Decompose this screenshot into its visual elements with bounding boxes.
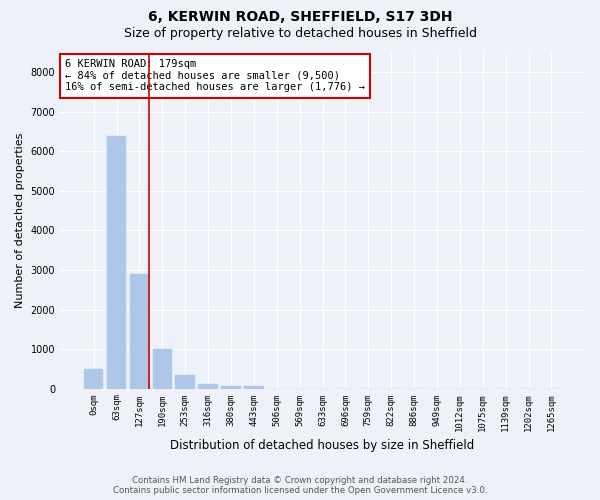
- Bar: [130, 274, 149, 388]
- Text: 6 KERWIN ROAD: 179sqm
← 84% of detached houses are smaller (9,500)
16% of semi-d: 6 KERWIN ROAD: 179sqm ← 84% of detached …: [65, 59, 365, 92]
- Bar: [107, 136, 126, 388]
- Text: 6, KERWIN ROAD, SHEFFIELD, S17 3DH: 6, KERWIN ROAD, SHEFFIELD, S17 3DH: [148, 10, 452, 24]
- Bar: [84, 369, 103, 388]
- Bar: [244, 386, 263, 388]
- Y-axis label: Number of detached properties: Number of detached properties: [15, 133, 25, 308]
- Bar: [221, 386, 241, 388]
- Bar: [199, 384, 218, 388]
- Text: Contains HM Land Registry data © Crown copyright and database right 2024.
Contai: Contains HM Land Registry data © Crown c…: [113, 476, 487, 495]
- X-axis label: Distribution of detached houses by size in Sheffield: Distribution of detached houses by size …: [170, 440, 475, 452]
- Bar: [152, 349, 172, 389]
- Text: Size of property relative to detached houses in Sheffield: Size of property relative to detached ho…: [124, 28, 476, 40]
- Bar: [175, 375, 195, 388]
